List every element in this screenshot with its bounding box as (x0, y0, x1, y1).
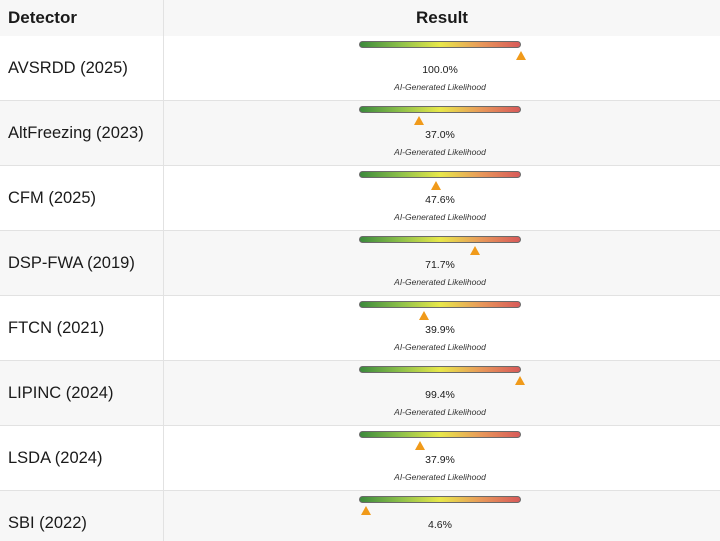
likelihood-percent: 39.9% (425, 324, 455, 336)
likelihood-gradient-bar (359, 106, 521, 113)
likelihood-marker-icon (413, 116, 424, 125)
likelihood-percent: 37.9% (425, 454, 455, 466)
likelihood-marker-icon (415, 441, 426, 450)
likelihood-percent: 37.0% (425, 129, 455, 141)
likelihood-marker-icon (418, 311, 429, 320)
table-row: AltFreezing (2023) 37.0% AI-Generated Like… (0, 101, 720, 166)
likelihood-percent: 99.4% (425, 389, 455, 401)
table-header: Detector Result (0, 0, 720, 37)
likelihood-marker-icon (431, 181, 442, 190)
detector-name: CFM (2025) (8, 189, 97, 207)
likelihood-marker-icon (361, 506, 372, 515)
detector-name: LSDA (2024) (8, 449, 103, 467)
likelihood-gradient-bar (359, 41, 521, 48)
likelihood-marker-icon (515, 376, 526, 385)
detector-column-header: Detector (8, 8, 77, 27)
likelihood-percent: 71.7% (425, 259, 455, 271)
table-row: SBI (2022) 4.6% (0, 491, 720, 541)
likelihood-gradient-bar (359, 301, 521, 308)
likelihood-percent: 4.6% (428, 519, 452, 531)
table-row: AVSRDD (2025) 100.0% AI-Generated Likeliho… (0, 36, 720, 101)
likelihood-gradient-bar (359, 366, 521, 373)
likelihood-gradient-bar (359, 431, 521, 438)
detector-name: DSP-FWA (2019) (8, 254, 135, 272)
likelihood-percent: 100.0% (422, 64, 458, 76)
likelihood-caption: AI-Generated Likelihood (394, 342, 486, 352)
likelihood-caption: AI-Generated Likelihood (394, 277, 486, 287)
likelihood-caption: AI-Generated Likelihood (394, 212, 486, 222)
likelihood-percent: 47.6% (425, 194, 455, 206)
likelihood-caption: AI-Generated Likelihood (394, 472, 486, 482)
table-row: LSDA (2024) 37.9% AI-Generated Likelihood (0, 426, 720, 491)
detector-name: FTCN (2021) (8, 319, 105, 337)
detector-name: AltFreezing (2023) (8, 124, 144, 142)
likelihood-caption: AI-Generated Likelihood (394, 82, 486, 92)
detector-name: SBI (2022) (8, 514, 87, 532)
likelihood-marker-icon (516, 51, 526, 60)
likelihood-gradient-bar (359, 496, 521, 503)
likelihood-gradient-bar (359, 236, 521, 243)
likelihood-caption: AI-Generated Likelihood (394, 147, 486, 157)
detector-name: LIPINC (2024) (8, 384, 114, 402)
table-row: LIPINC (2024) 99.4% AI-Generated Likelihoo… (0, 361, 720, 426)
table-row: FTCN (2021) 39.9% AI-Generated Likelihood (0, 296, 720, 361)
likelihood-marker-icon (470, 246, 481, 255)
likelihood-caption: AI-Generated Likelihood (394, 407, 486, 417)
table-row: DSP-FWA (2019) 71.7% AI-Generated Likeliho… (0, 231, 720, 296)
column-divider (163, 0, 164, 541)
table-row: CFM (2025) 47.6% AI-Generated Likelihood (0, 166, 720, 231)
likelihood-gradient-bar (359, 171, 521, 178)
detector-name: AVSRDD (2025) (8, 59, 128, 77)
result-column-header: Result (416, 8, 468, 27)
